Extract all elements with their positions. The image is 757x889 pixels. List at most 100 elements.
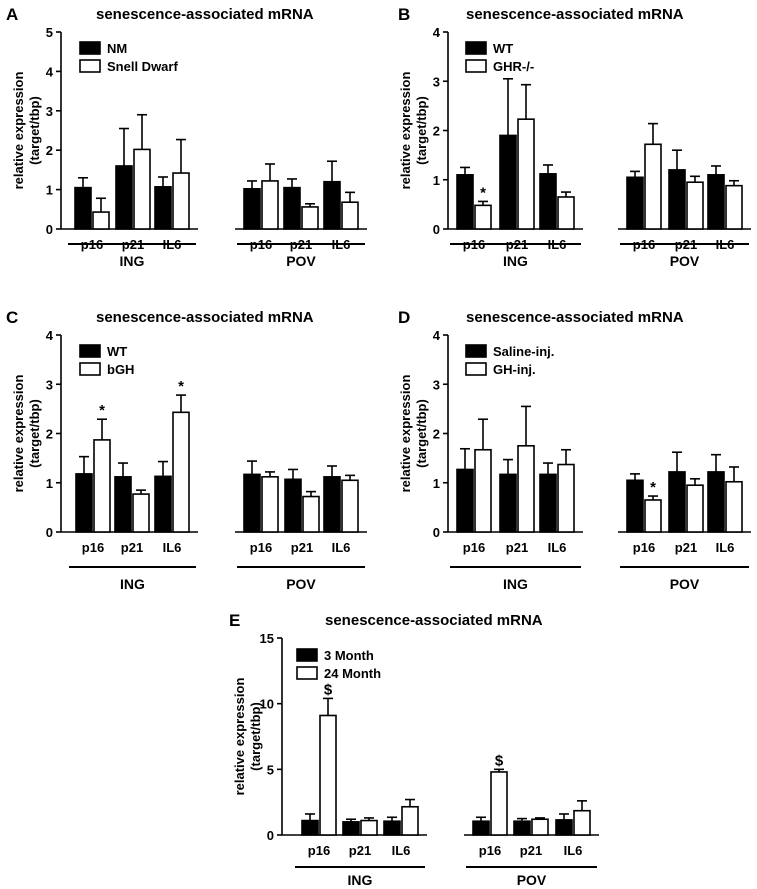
y-axis-label: (target/tbp) — [248, 702, 263, 771]
bar — [401, 805, 419, 836]
significance-mark: $ — [495, 752, 504, 769]
legend-swatch — [79, 59, 101, 73]
bar — [725, 184, 743, 230]
bar — [323, 180, 341, 230]
legend-label: 24 Month — [324, 666, 381, 681]
y-tick-label: 4 — [46, 64, 54, 79]
x-tick-label: p16 — [479, 843, 501, 858]
group-label: ING — [120, 576, 145, 592]
y-axis-label: relative expression — [11, 72, 26, 190]
y-tick-label: 4 — [433, 25, 441, 40]
bar — [555, 819, 573, 836]
bar — [668, 169, 686, 230]
bar — [114, 476, 132, 533]
significance-mark: * — [178, 378, 184, 395]
group-label: ING — [120, 253, 145, 269]
y-tick-label: 2 — [46, 427, 53, 442]
bar — [319, 714, 337, 836]
x-tick-label: p21 — [520, 843, 542, 858]
legend-swatch — [465, 362, 487, 376]
bar — [341, 479, 359, 533]
y-tick-label: 15 — [260, 631, 274, 646]
group-label: POV — [286, 253, 316, 269]
bar — [472, 820, 490, 836]
bar — [686, 181, 704, 230]
bar — [342, 821, 360, 836]
x-tick-label: p16 — [250, 540, 272, 555]
bar — [301, 206, 319, 230]
bar — [456, 174, 474, 230]
y-tick-label: 3 — [433, 377, 440, 392]
group-label: POV — [517, 872, 547, 888]
bar — [341, 201, 359, 230]
significance-mark: * — [99, 402, 105, 419]
y-axis-label: relative expression — [398, 72, 413, 190]
group-label: ING — [503, 253, 528, 269]
bar — [132, 493, 150, 533]
x-tick-label: p21 — [506, 540, 528, 555]
y-axis-label: (target/tbp) — [27, 399, 42, 468]
bar — [243, 188, 261, 230]
x-tick-label: p16 — [463, 540, 485, 555]
bar — [557, 463, 575, 533]
y-tick-label: 5 — [267, 762, 274, 777]
y-axis-label: relative expression — [11, 375, 26, 493]
x-tick-label: p16 — [308, 843, 330, 858]
bar — [517, 445, 535, 533]
bar — [92, 211, 110, 230]
legend-swatch — [465, 344, 487, 358]
y-tick-label: 1 — [433, 476, 440, 491]
panel-letter: A — [6, 5, 18, 24]
x-tick-label: IL6 — [548, 540, 567, 555]
y-tick-label: 0 — [267, 828, 274, 843]
y-axis-label: relative expression — [398, 375, 413, 493]
bar — [573, 809, 591, 836]
bar — [261, 180, 279, 230]
bar — [360, 819, 378, 836]
bar — [75, 473, 93, 533]
bar — [383, 820, 401, 836]
y-tick-label: 3 — [46, 377, 53, 392]
legend-swatch — [79, 41, 101, 55]
y-tick-label: 0 — [433, 222, 440, 237]
panel-letter: E — [229, 611, 240, 630]
legend-label: Snell Dwarf — [107, 59, 178, 74]
group-label: ING — [348, 872, 373, 888]
bar — [154, 475, 172, 533]
y-tick-label: 4 — [433, 328, 441, 343]
bar — [154, 186, 172, 230]
y-tick-label: 0 — [46, 525, 53, 540]
panel-letter: B — [398, 5, 410, 24]
bar — [133, 148, 151, 230]
bar — [474, 448, 492, 533]
legend-swatch — [79, 362, 101, 376]
y-tick-label: 10 — [260, 697, 274, 712]
bar — [283, 186, 301, 230]
y-tick-label: 1 — [46, 476, 53, 491]
bar — [456, 468, 474, 533]
bar — [626, 176, 644, 230]
y-tick-label: 1 — [433, 173, 440, 188]
bar — [284, 478, 302, 533]
legend-swatch — [296, 648, 318, 662]
bar — [531, 818, 549, 836]
legend-label: bGH — [107, 362, 134, 377]
bar — [93, 439, 111, 533]
bar — [725, 480, 743, 533]
bar — [707, 471, 725, 533]
legend-label: WT — [493, 41, 513, 56]
bar — [626, 479, 644, 533]
bar — [686, 484, 704, 533]
x-tick-label: IL6 — [564, 843, 583, 858]
group-label: POV — [286, 576, 316, 592]
y-tick-label: 1 — [46, 183, 53, 198]
bar — [668, 471, 686, 533]
x-tick-label: p21 — [291, 540, 313, 555]
chart-title: senescence-associated mRNA — [325, 612, 543, 629]
x-tick-label: IL6 — [392, 843, 411, 858]
legend-swatch — [79, 344, 101, 358]
panel-letter: D — [398, 308, 410, 327]
